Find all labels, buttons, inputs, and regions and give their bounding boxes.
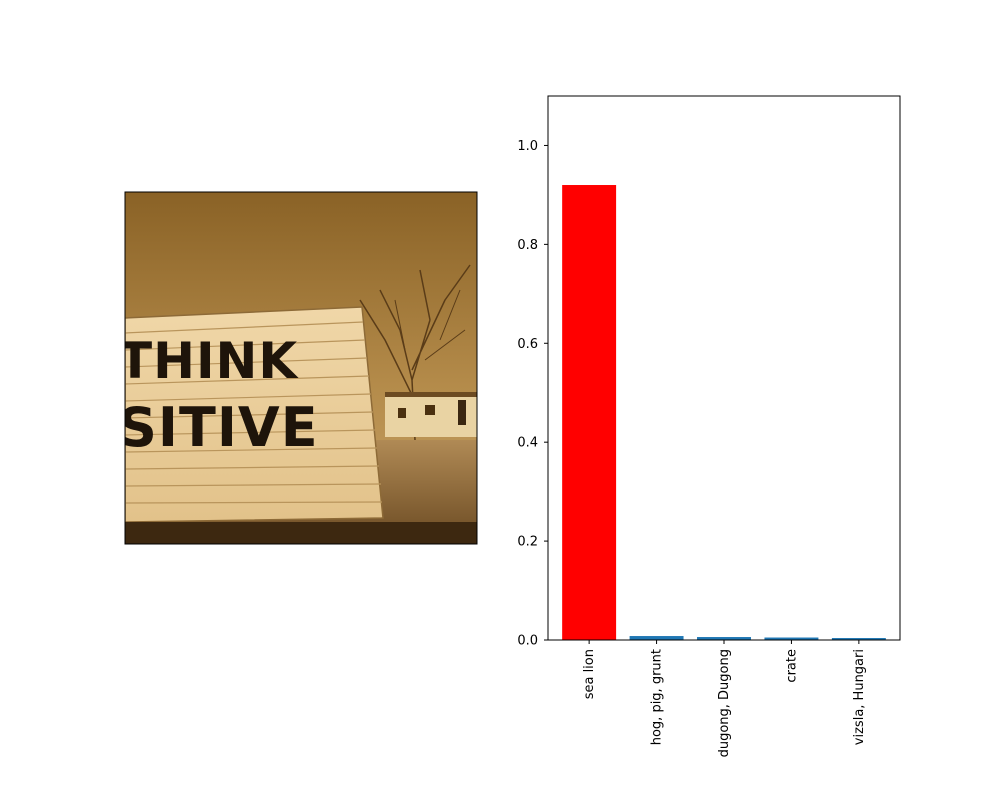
x-tick-label: hog, pig, grunt [650, 649, 665, 745]
sign-text-line1: THINK [118, 332, 299, 390]
trailer [385, 392, 477, 437]
x-tick-label: sea lion [582, 649, 597, 699]
y-axis: 0.0 0.2 0.4 0.6 0.8 1.0 [517, 139, 548, 649]
bar-hog [629, 636, 684, 640]
bare-tree [359, 264, 471, 441]
y-tick-label: 0.6 [517, 337, 538, 352]
bar-crate [764, 637, 819, 640]
y-tick-label: 0.8 [517, 238, 538, 253]
photo-panel: THINK SITIVE [118, 191, 478, 545]
photo-frame [124, 191, 478, 545]
sign-text-line2: SITIVE [118, 396, 319, 459]
bar-sea-lion [562, 185, 617, 640]
plot-frame [547, 95, 901, 641]
y-tick-label: 0.4 [517, 436, 538, 451]
bar-vizsla [831, 638, 886, 640]
y-tick-label: 0.2 [517, 535, 538, 550]
sign-board: THINK SITIVE [118, 306, 384, 523]
bars [562, 185, 886, 640]
y-tick-label: 0.0 [517, 634, 538, 649]
foreground-brush [125, 522, 477, 544]
x-tick-label: dugong, Dugong [717, 649, 732, 757]
bar-dugong [697, 637, 751, 640]
x-tick-label: vizsla, Hungari [852, 649, 867, 745]
bar-chart: 0.0 0.2 0.4 0.6 0.8 1.0 sea lion hog, pig, gru… [517, 95, 901, 757]
y-tick-label: 1.0 [517, 139, 538, 154]
x-axis: sea lion hog, pig, grunt dugong, Dugong cra… [582, 640, 867, 757]
x-tick-label: crate [784, 649, 799, 683]
